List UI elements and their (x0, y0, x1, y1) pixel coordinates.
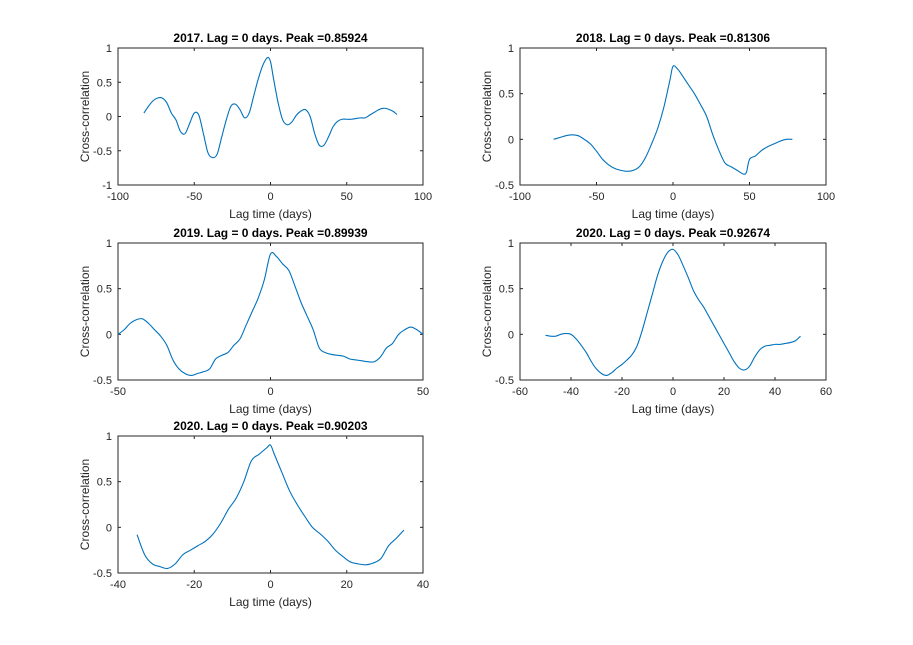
x-axis-label: Lag time (days) (229, 402, 312, 416)
subplot-4: 2020. Lag = 0 days. Peak =0.92674 -60 -40 -… (480, 226, 832, 416)
x-tick-label: -100 (107, 191, 129, 203)
x-tick-label: 100 (414, 191, 432, 203)
cross-correlation-line (545, 248, 801, 376)
x-axis-label: Lag time (days) (632, 207, 715, 221)
plot-area (519, 47, 827, 186)
subplot-3: 2019. Lag = 0 days. Peak =0.89939 -50 0 50 -… (78, 226, 429, 416)
y-tick-label: 1 (106, 43, 112, 55)
x-tick-label: 50 (341, 191, 353, 203)
x-axis-label: Lag time (days) (632, 402, 715, 416)
x-tick-label: 20 (341, 579, 353, 591)
chart-title: 2020. Lag = 0 days. Peak =0.90203 (173, 419, 367, 433)
subplot-panels: 2017. Lag = 0 days. Peak =0.85924-100 -50… (78, 31, 835, 609)
subplot-2: 2018. Lag = 0 days. Peak =0.81306 -100 -50… (480, 31, 835, 221)
y-tick-label: -0.5 (495, 180, 514, 192)
y-tick-label: 1 (508, 43, 514, 55)
chart-title: 2020. Lag = 0 days. Peak =0.92674 (576, 226, 770, 240)
x-tick-label: 0 (267, 579, 273, 591)
y-tick-label: 0 (508, 134, 514, 146)
cross-correlation-line (117, 251, 424, 376)
x-tick-label: 40 (769, 386, 781, 398)
y-tick-label: -0.5 (93, 375, 112, 387)
x-tick-label: 0 (670, 386, 676, 398)
y-tick-label: 0.5 (499, 284, 514, 296)
x-axis-label: Lag time (days) (229, 595, 312, 609)
y-axis-label: Cross-correlation (78, 459, 92, 550)
y-tick-label: 0 (508, 329, 514, 341)
x-tick-label: -20 (186, 579, 202, 591)
y-tick-label: 0 (106, 329, 112, 341)
x-tick-label: -50 (186, 191, 202, 203)
y-tick-label: 1 (106, 238, 112, 250)
x-tick-label: -40 (110, 579, 126, 591)
y-tick-label: 0.5 (499, 89, 514, 101)
x-tick-label: -40 (563, 386, 579, 398)
x-tick-label: 20 (718, 386, 730, 398)
chart-title: 2017. Lag = 0 days. Peak =0.85924 (173, 31, 367, 45)
plot-area (117, 435, 424, 574)
subplot-5: 2020. Lag = 0 days. Peak =0.90203 -40 -20 0… (78, 419, 429, 609)
y-axis-label: Cross-correlation (78, 266, 92, 357)
cross-correlation-line (143, 56, 398, 159)
x-tick-label: 50 (743, 191, 755, 203)
x-tick-label: -50 (110, 386, 126, 398)
y-tick-label: 1 (106, 431, 112, 443)
plot-area (519, 242, 827, 381)
chart-title: 2018. Lag = 0 days. Peak =0.81306 (576, 31, 770, 45)
y-tick-label: 1 (508, 238, 514, 250)
y-tick-label: 0.5 (97, 284, 112, 296)
y-tick-label: -0.5 (495, 375, 514, 387)
y-tick-label: 0.5 (97, 77, 112, 89)
x-axis-label: Lag time (days) (229, 207, 312, 221)
y-tick-label: 0 (106, 522, 112, 534)
y-tick-label: -0.5 (93, 146, 112, 158)
x-tick-label: 60 (820, 386, 832, 398)
y-tick-label: 0.5 (97, 477, 112, 489)
plot-area (117, 47, 424, 186)
chart-title: 2019. Lag = 0 days. Peak =0.89939 (173, 226, 367, 240)
x-tick-label: 0 (267, 386, 273, 398)
subplot-1: 2017. Lag = 0 days. Peak =0.85924-100 -50… (78, 31, 432, 221)
x-tick-label: -100 (509, 191, 531, 203)
x-tick-label: -20 (614, 386, 630, 398)
y-axis-label: Cross-correlation (78, 71, 92, 162)
y-axis-label: Cross-correlation (480, 266, 494, 357)
x-tick-label: 40 (417, 579, 429, 591)
x-tick-label: -50 (589, 191, 605, 203)
y-tick-label: 0 (106, 112, 112, 124)
y-tick-label: -0.5 (93, 568, 112, 580)
x-tick-label: -60 (512, 386, 528, 398)
y-tick-label: -1 (102, 180, 112, 192)
x-tick-label: 50 (417, 386, 429, 398)
cross-correlation-line (553, 65, 793, 175)
x-tick-label: 100 (817, 191, 835, 203)
cross-correlation-line (136, 444, 405, 570)
plot-area (117, 242, 424, 381)
x-tick-label: 0 (267, 191, 273, 203)
x-tick-label: 0 (670, 191, 676, 203)
y-axis-label: Cross-correlation (480, 71, 494, 162)
